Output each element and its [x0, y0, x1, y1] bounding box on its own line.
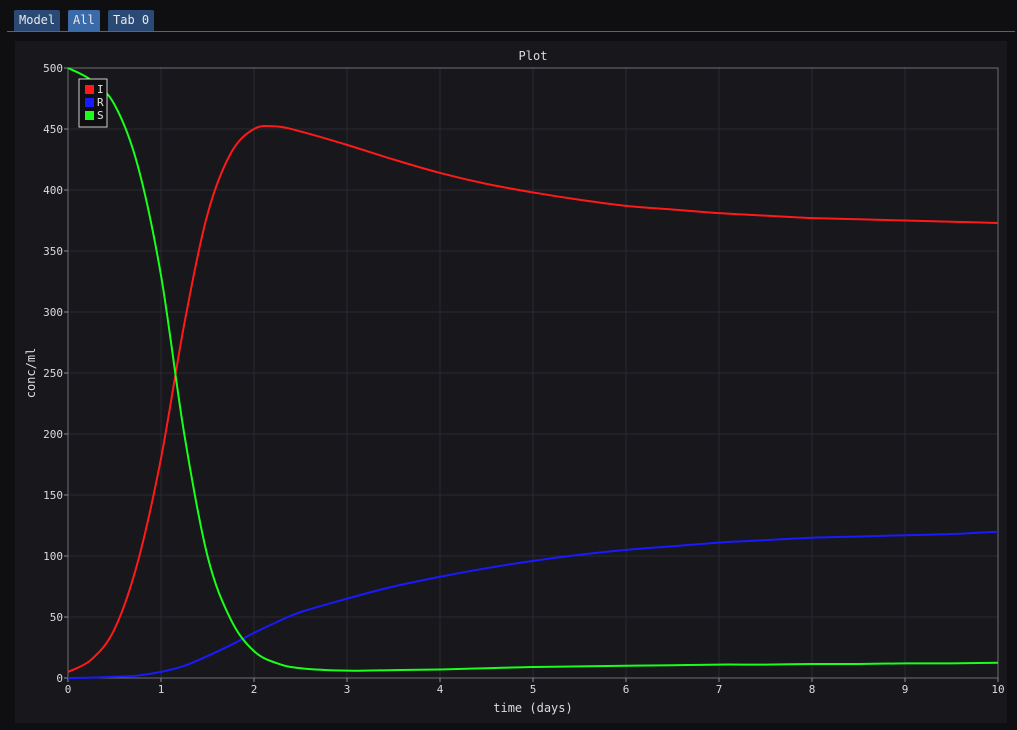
y-tick-label: 350 [43, 245, 63, 258]
series-line-s [67, 67, 999, 672]
tab-underline [7, 31, 1015, 32]
legend-label-i: I [97, 83, 104, 96]
grid [67, 67, 999, 679]
x-tick-label: 5 [530, 683, 537, 696]
x-axis-label: time (days) [493, 701, 572, 715]
y-tick-label: 0 [56, 672, 63, 685]
y-axis-label: conc/ml [24, 348, 38, 399]
tab-tab-0[interactable]: Tab 0 [108, 10, 155, 31]
x-tick-label: 4 [437, 683, 444, 696]
y-tick-label: 100 [43, 550, 63, 563]
y-tick-label: 400 [43, 184, 63, 197]
series-lines [67, 67, 999, 679]
y-tick-label: 300 [43, 306, 63, 319]
x-tick-label: 2 [251, 683, 258, 696]
y-tick-label: 450 [43, 123, 63, 136]
x-tick-label: 8 [809, 683, 816, 696]
legend-label-s: S [97, 109, 104, 122]
legend-label-r: R [97, 96, 104, 109]
y-tick-label: 200 [43, 428, 63, 441]
legend: IRS [78, 78, 108, 128]
legend-swatch-s [85, 111, 94, 120]
x-tick-label: 7 [716, 683, 723, 696]
x-tick-label: 0 [65, 683, 72, 696]
legend-swatch-i [85, 85, 94, 94]
tab-model[interactable]: Model [14, 10, 61, 31]
y-tick-label: 50 [50, 611, 63, 624]
y-tick-label: 250 [43, 367, 63, 380]
series-line-i [67, 124, 999, 673]
legend-swatch-r [85, 98, 94, 107]
x-tick-label: 3 [344, 683, 351, 696]
y-tick-label: 500 [43, 62, 63, 75]
series-line-r [67, 530, 999, 679]
tab-bar: Model All Tab 0 [0, 0, 1017, 32]
x-tick-label: 1 [158, 683, 165, 696]
plot-panel [15, 41, 1007, 723]
chart-title: Plot [519, 49, 548, 63]
y-tick-label: 150 [43, 489, 63, 502]
tab-all[interactable]: All [68, 10, 100, 31]
axis-ticks: 0 1 2 3 4 5 6 7 8 9 100501001502002503003504004505… [43, 62, 1005, 696]
x-tick-label: 9 [902, 683, 909, 696]
x-tick-label: 6 [623, 683, 630, 696]
x-tick-label: 10 [991, 683, 1004, 696]
